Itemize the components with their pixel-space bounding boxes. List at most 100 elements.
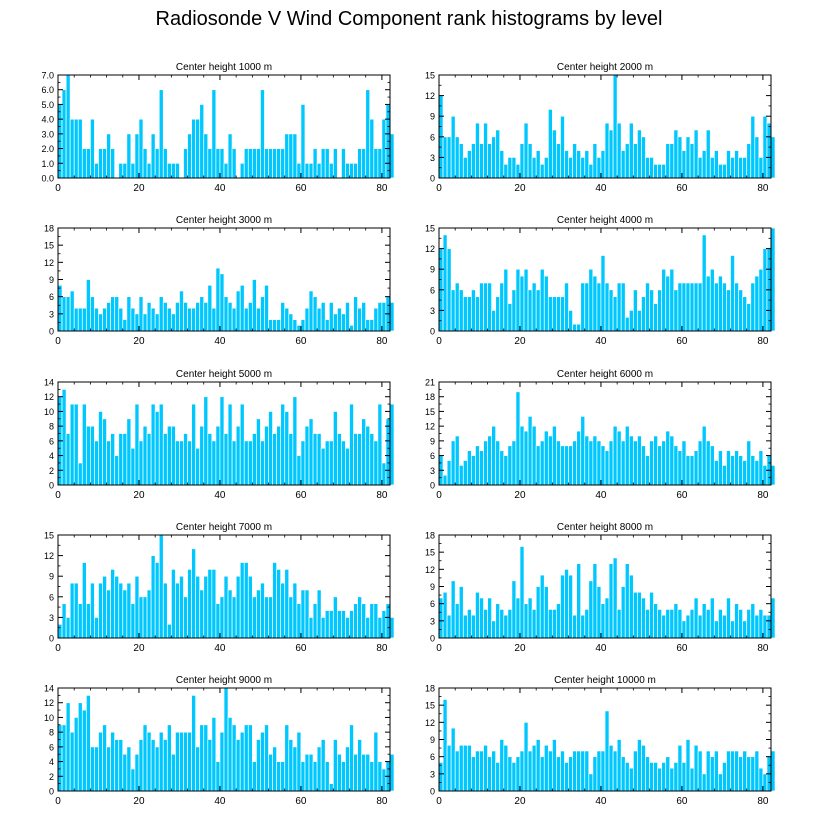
panel-title: Center height 5000 m	[176, 369, 272, 380]
histogram-bar	[519, 143, 525, 179]
histogram-bar	[122, 162, 128, 179]
x-tick-label: 60	[676, 490, 688, 501]
histogram-bar	[77, 603, 83, 639]
histogram-bar	[300, 104, 306, 179]
histogram-bar	[600, 150, 606, 179]
histogram-bar	[604, 282, 610, 332]
histogram-bar	[227, 717, 233, 792]
histogram-bar	[215, 425, 221, 486]
histogram-bar	[98, 313, 103, 332]
histogram-bar	[69, 118, 75, 179]
histogram-bar	[475, 296, 480, 332]
histogram-bar	[552, 425, 557, 486]
x-tick-label: 80	[376, 490, 388, 501]
histogram-bar	[677, 609, 683, 639]
histogram-bar	[280, 582, 286, 639]
histogram-bar	[689, 609, 695, 639]
figure-title: Radiosonde V Wind Component rank histogr…	[155, 8, 663, 30]
y-tick-label: 0	[430, 327, 435, 337]
histogram-bar	[377, 148, 383, 179]
y-tick-label: 0	[49, 481, 54, 491]
histogram-bar	[535, 739, 541, 792]
x-tick-label: 20	[133, 490, 145, 501]
histogram-bar	[709, 597, 715, 639]
histogram-bar	[620, 282, 626, 332]
y-tick-label: 4.0	[41, 115, 54, 125]
histogram-bar	[227, 133, 233, 179]
histogram-bar	[568, 310, 573, 332]
x-tick-label: 60	[295, 643, 307, 654]
histogram-bar	[199, 296, 205, 332]
histogram-bar	[85, 425, 91, 486]
histogram-bar	[57, 284, 63, 332]
histogram-bar	[584, 750, 590, 792]
histogram-bar	[98, 148, 103, 179]
histogram-bar	[665, 609, 671, 639]
histogram-bar	[466, 609, 472, 639]
histogram-bar	[637, 739, 642, 792]
histogram-bar	[608, 440, 614, 486]
histogram-bar	[454, 435, 460, 486]
histogram-bar	[653, 435, 658, 486]
histogram-bar	[693, 282, 699, 332]
histogram-bar	[162, 582, 168, 639]
histogram-bar	[81, 307, 87, 332]
histogram-bar	[608, 129, 614, 179]
histogram-bar	[276, 425, 282, 486]
histogram-bar	[373, 731, 379, 792]
histogram-bar	[239, 284, 245, 332]
x-tick-label: 60	[676, 643, 688, 654]
y-tick-label: 6	[430, 451, 435, 461]
histogram-bar	[130, 768, 136, 792]
histogram-bar	[543, 157, 549, 179]
x-tick-label: 80	[757, 336, 769, 347]
panel-title: Center height 2000 m	[557, 62, 653, 73]
histogram-bar	[523, 721, 529, 792]
histogram-bar	[734, 750, 739, 792]
histogram-bar	[195, 746, 201, 792]
histogram-bar	[624, 425, 630, 486]
y-tick-label: 3	[49, 309, 54, 319]
histogram-bar	[235, 290, 241, 332]
panel-title: Center height 10000 m	[554, 675, 656, 686]
histogram-bar	[519, 425, 525, 486]
histogram-panel-8: Center height 8000 m 0 20 40 60 80 0 3 6 9 12 15 18	[425, 522, 776, 654]
y-tick-label: 6	[49, 436, 54, 446]
histogram-bar	[187, 568, 192, 639]
histogram-bar	[681, 762, 687, 792]
histogram-bar	[572, 750, 578, 792]
x-tick-label: 20	[514, 336, 526, 347]
histogram-bar	[328, 302, 334, 332]
histogram-bar	[580, 415, 586, 486]
histogram-bar	[126, 746, 132, 792]
histogram-bar	[628, 767, 634, 792]
histogram-bar	[223, 687, 229, 792]
panel-title: Center height 1000 m	[176, 62, 272, 73]
histogram-bar	[612, 74, 618, 179]
histogram-bar	[142, 148, 148, 179]
histogram-bar	[85, 279, 91, 332]
histogram-bar	[247, 440, 253, 486]
histogram-bar	[276, 568, 282, 639]
x-tick-label: 60	[676, 336, 688, 347]
histogram-bar	[438, 762, 444, 792]
histogram-bar	[256, 307, 261, 332]
histogram-bar	[645, 282, 650, 332]
histogram-bar	[515, 163, 521, 179]
histogram-bar	[243, 148, 249, 179]
histogram-bar	[624, 316, 630, 332]
histogram-bar	[146, 589, 152, 639]
histogram-bar	[645, 157, 650, 179]
histogram-bar	[758, 609, 764, 639]
histogram-bar	[296, 731, 302, 792]
histogram-bar	[491, 620, 497, 639]
histogram-bar	[547, 108, 553, 179]
histogram-bar	[251, 433, 257, 486]
histogram-bar	[146, 162, 152, 179]
histogram-bar	[203, 724, 209, 792]
x-tick-label: 0	[436, 643, 442, 654]
histogram-bar	[260, 440, 265, 486]
y-tick-label: 15	[425, 71, 435, 81]
histogram-bar	[632, 143, 638, 179]
